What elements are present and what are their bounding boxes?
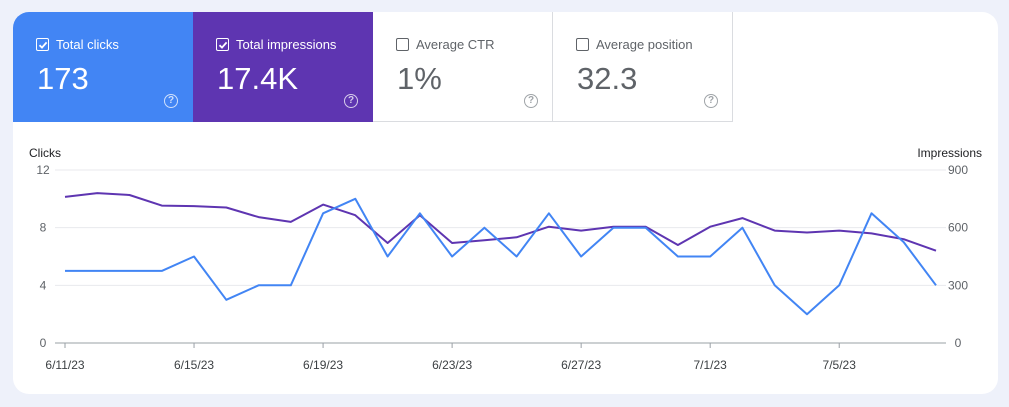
metric-value: 32.3 (577, 61, 638, 96)
y-right-tick-label: 300 (948, 278, 968, 292)
y-left-axis-title: Clicks (29, 146, 61, 160)
x-tick-label: 6/19/23 (303, 358, 343, 372)
checkbox-unchecked-icon[interactable] (396, 38, 409, 51)
y-right-tick-label: 900 (948, 163, 968, 177)
y-left-tick-label: 8 (40, 221, 47, 235)
y-left-tick-label: 12 (36, 163, 50, 177)
metric-label: Average position (596, 37, 693, 52)
performance-card: Total clicks 173 ? Total impressions 17.… (13, 12, 998, 394)
y-right-axis-title: Impressions (917, 146, 982, 160)
help-circle-icon[interactable]: ? (704, 94, 718, 108)
metric-label: Total impressions (236, 37, 337, 52)
help-circle-icon[interactable]: ? (524, 94, 538, 108)
y-left-tick-label: 0 (40, 336, 47, 350)
metric-value: 173 (37, 61, 89, 96)
help-circle-icon[interactable]: ? (164, 94, 178, 108)
metric-label-row: Average CTR (396, 37, 495, 52)
x-tick-label: 6/15/23 (174, 358, 214, 372)
y-right-tick-label: 600 (948, 221, 968, 235)
series-line-impressions (64, 192, 937, 252)
y-left-tick-label: 4 (40, 278, 47, 292)
x-tick-label: 6/23/23 (432, 358, 472, 372)
x-tick-label: 6/11/23 (45, 358, 84, 372)
metric-label-row: Total impressions (216, 37, 336, 52)
metric-label-row: Total clicks (36, 37, 119, 52)
metric-tile-total-impressions[interactable]: Total impressions 17.4K ? (193, 12, 373, 122)
metric-label-row: Average position (576, 37, 693, 52)
checkbox-checked-icon[interactable] (36, 38, 49, 51)
x-tick-label: 7/1/23 (693, 358, 727, 372)
help-circle-icon[interactable]: ? (344, 94, 358, 108)
metric-tiles: Total clicks 173 ? Total impressions 17.… (13, 12, 733, 122)
checkbox-unchecked-icon[interactable] (576, 38, 589, 51)
x-tick-label: 6/27/23 (561, 358, 601, 372)
checkbox-checked-icon[interactable] (216, 38, 229, 51)
series-line-clicks (65, 197, 937, 316)
metric-value: 1% (397, 61, 442, 96)
x-tick-label: 7/5/23 (823, 358, 857, 372)
y-right-tick-label: 0 (955, 336, 962, 350)
metric-value: 17.4K (217, 61, 299, 96)
performance-chart: 0 0 4 300 8 600 12 900 Clicks Impressions 6/11/23 6… (29, 146, 982, 372)
metric-tile-average-ctr[interactable]: Average CTR 1% ? (373, 12, 553, 122)
metric-label: Total clicks (56, 37, 119, 52)
metric-tile-average-position[interactable]: Average position 32.3 ? (553, 12, 733, 122)
metric-tile-total-clicks[interactable]: Total clicks 173 ? (13, 12, 193, 122)
metric-label: Average CTR (416, 37, 495, 52)
